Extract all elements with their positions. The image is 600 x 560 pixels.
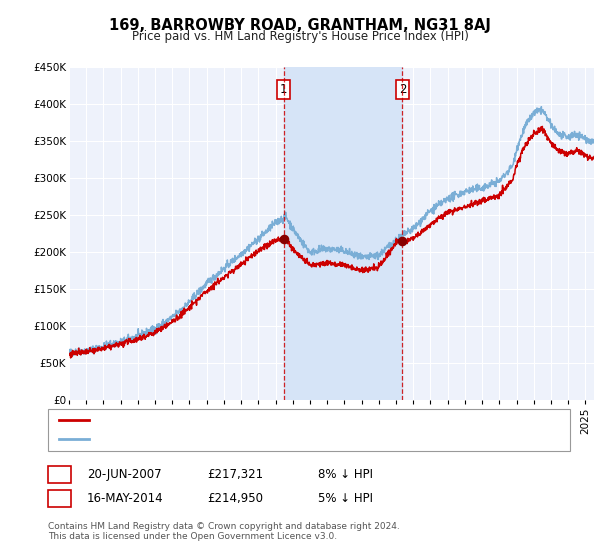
Text: Price paid vs. HM Land Registry's House Price Index (HPI): Price paid vs. HM Land Registry's House … — [131, 30, 469, 43]
Text: 169, BARROWBY ROAD, GRANTHAM, NG31 8AJ (detached house): 169, BARROWBY ROAD, GRANTHAM, NG31 8AJ (… — [93, 415, 430, 425]
Text: 169, BARROWBY ROAD, GRANTHAM, NG31 8AJ: 169, BARROWBY ROAD, GRANTHAM, NG31 8AJ — [109, 18, 491, 34]
Text: £214,950: £214,950 — [207, 492, 263, 505]
Text: 1: 1 — [56, 468, 63, 481]
Text: 16-MAY-2014: 16-MAY-2014 — [87, 492, 164, 505]
Text: Contains HM Land Registry data © Crown copyright and database right 2024.: Contains HM Land Registry data © Crown c… — [48, 522, 400, 531]
Text: 5% ↓ HPI: 5% ↓ HPI — [318, 492, 373, 505]
Text: 2: 2 — [398, 83, 406, 96]
Text: This data is licensed under the Open Government Licence v3.0.: This data is licensed under the Open Gov… — [48, 532, 337, 541]
Text: 2: 2 — [56, 492, 63, 505]
Point — [279, 235, 289, 244]
Text: 20-JUN-2007: 20-JUN-2007 — [87, 468, 161, 481]
Bar — [284, 67, 403, 400]
Text: 1: 1 — [280, 83, 287, 96]
Text: £217,321: £217,321 — [207, 468, 263, 481]
Text: 8% ↓ HPI: 8% ↓ HPI — [318, 468, 373, 481]
Text: HPI: Average price, detached house, South Kesteven: HPI: Average price, detached house, Sout… — [93, 435, 367, 445]
Point — [398, 237, 407, 246]
